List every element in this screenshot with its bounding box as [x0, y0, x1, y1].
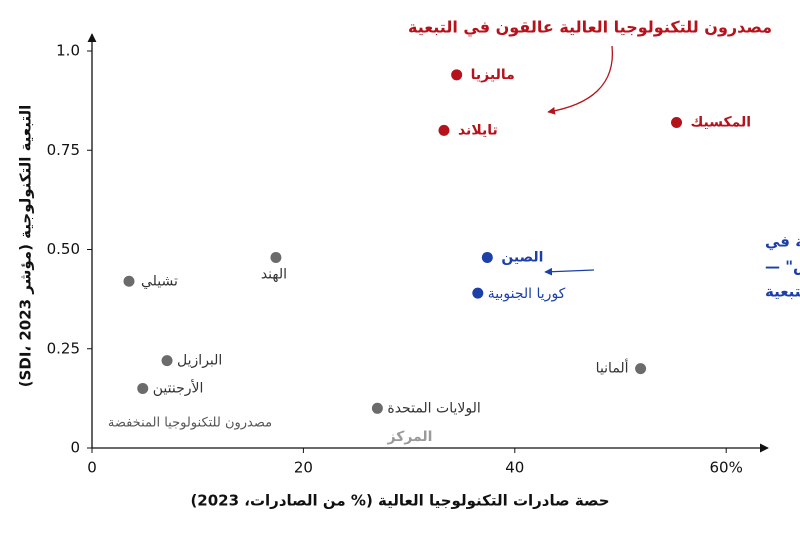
- x-tick-label: 40: [505, 459, 524, 477]
- point-label: تايلاند: [458, 122, 498, 138]
- x-axis-title: حصة صادرات التكنولوجيا العالية (% من الص…: [190, 492, 609, 510]
- point: [137, 382, 149, 394]
- point-label: الولايات المتحدة: [387, 400, 480, 416]
- y-tick-label: 0.50: [47, 240, 80, 258]
- point-label: الصين: [501, 249, 543, 265]
- point: [123, 275, 135, 287]
- point: [371, 402, 383, 414]
- annotation: لديهم تكنولوجيا عالية في: [765, 233, 800, 251]
- y-axis-title: التبعية التكنولوجية (مؤشر SDI، 2023): [17, 105, 35, 388]
- x-tick-label: 20: [294, 459, 313, 477]
- annotation: المركز: [386, 429, 432, 445]
- point-label: ماليزيا: [471, 67, 515, 83]
- point: [472, 287, 484, 299]
- point: [635, 363, 647, 375]
- point: [481, 251, 493, 263]
- point: [270, 251, 282, 263]
- point: [451, 69, 463, 81]
- annotation: صادراتهم بقدر "الماكيلاس" —: [765, 258, 800, 276]
- point: [671, 116, 683, 128]
- y-tick-label: 0.25: [47, 339, 80, 357]
- x-tick-label: 60%: [710, 459, 743, 477]
- point-label: تشيلي: [141, 273, 178, 289]
- annotation: مصدرون للتكنولوجيا العالية عالقون في الت…: [408, 18, 772, 38]
- annotation-arrow: [547, 45, 614, 115]
- y-tick-label: 0.75: [47, 141, 80, 159]
- point: [161, 355, 173, 367]
- point-label: ألمانيا: [596, 359, 629, 377]
- annotation: لكنهم كسروا قيد التبعية: [765, 283, 800, 301]
- point-label: الأرجنتين: [153, 378, 204, 396]
- annotation-arrow: [544, 267, 595, 276]
- point: [438, 124, 450, 136]
- point-label: الهند: [261, 266, 287, 282]
- y-tick-label: 0: [70, 439, 80, 457]
- y-tick-label: 1.0: [56, 42, 80, 60]
- point-label: البرازيل: [177, 353, 222, 369]
- annotation: مصدرون للتكنولوجيا المنخفضة: [108, 416, 272, 431]
- point-label: المكسيك: [691, 114, 752, 130]
- x-tick-label: 0: [87, 459, 97, 477]
- point-label: كوريا الجنوبية: [488, 286, 566, 302]
